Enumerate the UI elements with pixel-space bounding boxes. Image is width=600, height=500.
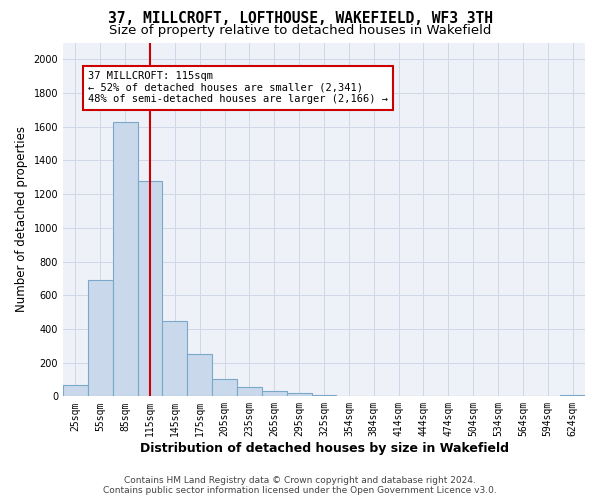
Text: Contains HM Land Registry data © Crown copyright and database right 2024.
Contai: Contains HM Land Registry data © Crown c… (103, 476, 497, 495)
Bar (287, 393, 311, 396)
Bar (137, 180, 163, 396)
X-axis label: Distribution of detached houses by size in Wakefield: Distribution of detached houses by size … (140, 442, 509, 455)
Bar (262, 392, 287, 396)
Text: 37, MILLCROFT, LOFTHOUSE, WAKEFIELD, WF3 3TH: 37, MILLCROFT, LOFTHOUSE, WAKEFIELD, WF3… (107, 11, 493, 26)
Bar (163, 320, 187, 396)
Bar (63, 386, 88, 396)
Text: Size of property relative to detached houses in Wakefield: Size of property relative to detached ho… (109, 24, 491, 37)
Bar (113, 122, 137, 396)
Bar (187, 354, 212, 397)
Bar (237, 387, 262, 396)
Y-axis label: Number of detached properties: Number of detached properties (15, 126, 28, 312)
Bar (88, 280, 113, 396)
Bar (212, 380, 237, 396)
Text: 37 MILLCROFT: 115sqm
← 52% of detached houses are smaller (2,341)
48% of semi-de: 37 MILLCROFT: 115sqm ← 52% of detached h… (88, 71, 388, 104)
